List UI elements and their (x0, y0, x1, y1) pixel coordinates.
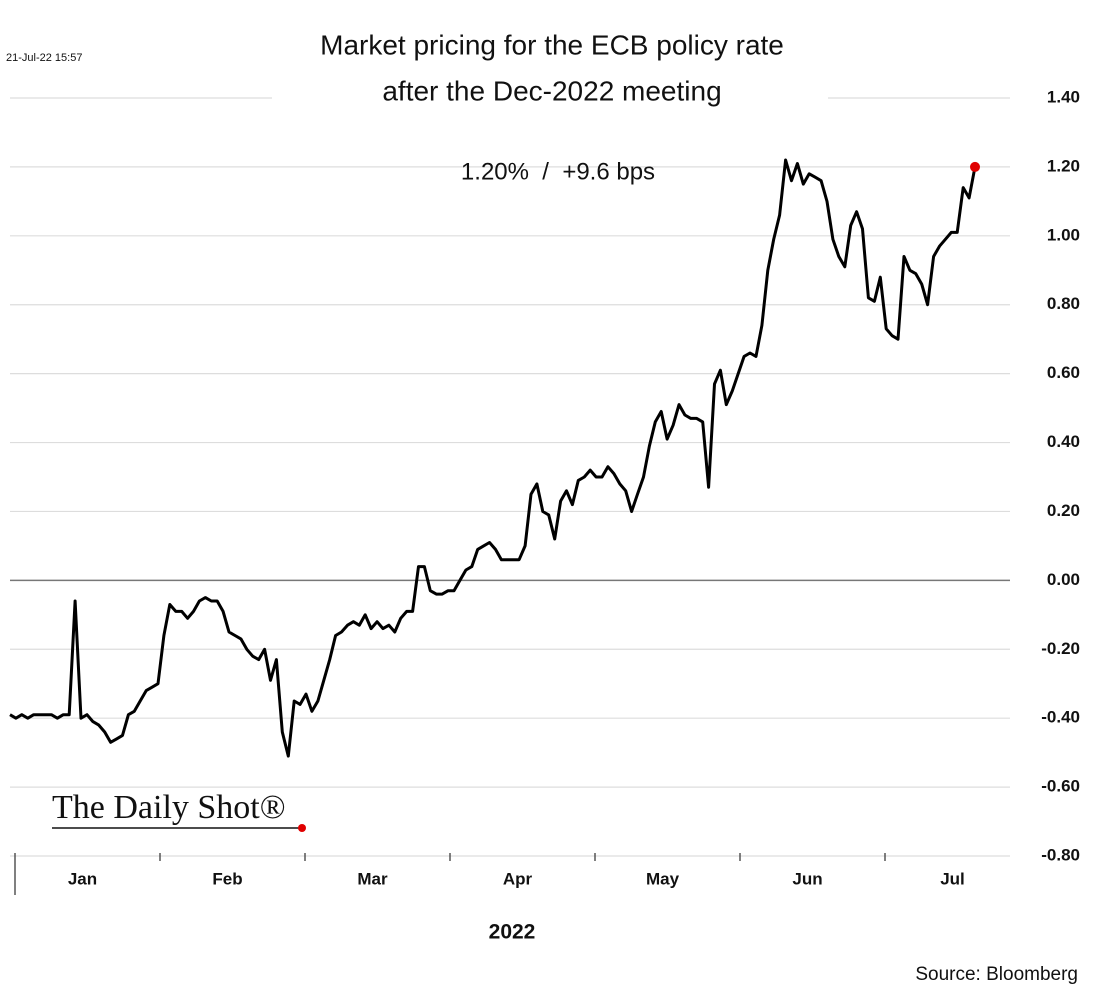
y-tick-label: 0.00 (1047, 570, 1080, 589)
x-tick-label: Jul (940, 869, 965, 888)
grid (10, 97, 1010, 857)
x-tick-label: Feb (212, 869, 242, 888)
y-tick-label: 0.40 (1047, 432, 1080, 451)
y-tick-label: 0.20 (1047, 501, 1080, 520)
y-tick-label: -0.60 (1041, 777, 1080, 796)
x-tick-label: Apr (503, 869, 533, 888)
y-tick-label: 1.00 (1047, 225, 1080, 244)
chart-title: Market pricing for the ECB policy rate (320, 29, 784, 60)
last-point (970, 161, 980, 172)
y-tick-label: -0.20 (1041, 639, 1080, 658)
y-tick-label: -0.80 (1041, 845, 1080, 864)
source: Source: Bloomberg (915, 964, 1078, 985)
chart-title: after the Dec-2022 meeting (382, 75, 721, 106)
x-axis-label: 2022 (489, 921, 536, 944)
y-tick-label: -0.40 (1041, 708, 1080, 727)
y-tick-label: 0.60 (1047, 363, 1080, 382)
x-tick-label: Mar (357, 869, 388, 888)
y-tick-label: 0.80 (1047, 294, 1080, 313)
timestamp: 21-Jul-22 15:57 (6, 52, 82, 64)
line (9, 158, 977, 758)
logo-dot (298, 824, 306, 832)
x-tick-label: Jun (792, 869, 822, 888)
logo: The Daily Shot® (52, 789, 286, 826)
annotation: 1.20% / +9.6 bps (461, 158, 655, 185)
y-tick-label: 1.20 (1047, 156, 1080, 175)
y-tick-label: 1.40 (1047, 87, 1080, 106)
title-backdrop (272, 20, 828, 125)
x-tick-label: Jan (68, 869, 97, 888)
x-tick-label: May (646, 869, 680, 888)
